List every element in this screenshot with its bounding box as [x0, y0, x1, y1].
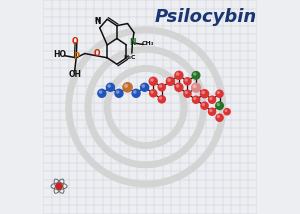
Circle shape — [209, 109, 212, 112]
Circle shape — [124, 84, 128, 88]
Circle shape — [193, 84, 196, 88]
Circle shape — [140, 83, 149, 92]
Circle shape — [158, 95, 166, 104]
Circle shape — [56, 183, 62, 189]
Circle shape — [174, 71, 184, 80]
Text: HO: HO — [53, 50, 66, 59]
Circle shape — [200, 101, 209, 110]
Circle shape — [183, 89, 192, 98]
Circle shape — [202, 103, 205, 106]
Text: OH: OH — [69, 70, 82, 79]
Text: Psilocybin: Psilocybin — [154, 8, 257, 26]
Circle shape — [217, 91, 220, 94]
Circle shape — [191, 71, 200, 80]
Circle shape — [192, 95, 200, 104]
Text: P: P — [74, 52, 80, 61]
Circle shape — [215, 113, 224, 122]
Circle shape — [184, 79, 188, 82]
Circle shape — [202, 91, 205, 94]
Circle shape — [159, 85, 162, 88]
Circle shape — [131, 89, 141, 98]
Circle shape — [142, 84, 145, 88]
Circle shape — [158, 83, 166, 92]
Circle shape — [217, 115, 220, 118]
Circle shape — [200, 89, 209, 98]
Circle shape — [223, 108, 231, 116]
Circle shape — [167, 78, 171, 82]
Circle shape — [148, 77, 158, 86]
Circle shape — [150, 91, 154, 94]
Circle shape — [183, 77, 192, 86]
Text: N: N — [130, 38, 136, 47]
Circle shape — [133, 90, 136, 94]
Circle shape — [209, 97, 212, 100]
Circle shape — [224, 109, 227, 112]
Circle shape — [174, 83, 184, 92]
Text: H₃C: H₃C — [124, 55, 136, 60]
Circle shape — [166, 77, 175, 86]
Circle shape — [208, 107, 216, 116]
Text: N: N — [94, 17, 101, 26]
Circle shape — [99, 90, 102, 94]
Circle shape — [215, 89, 224, 98]
Circle shape — [208, 95, 216, 104]
Circle shape — [149, 89, 158, 98]
Circle shape — [114, 89, 124, 98]
Circle shape — [122, 82, 133, 93]
Circle shape — [159, 97, 162, 100]
Circle shape — [150, 78, 154, 82]
Circle shape — [217, 103, 220, 106]
Circle shape — [191, 83, 201, 93]
Circle shape — [176, 84, 179, 88]
Circle shape — [107, 84, 111, 88]
Circle shape — [184, 91, 188, 94]
Circle shape — [97, 89, 106, 98]
Text: H: H — [95, 17, 100, 23]
Text: CH₃: CH₃ — [142, 41, 154, 46]
Circle shape — [193, 72, 196, 76]
Circle shape — [106, 83, 115, 92]
Text: O: O — [71, 37, 78, 46]
Circle shape — [116, 90, 119, 94]
Text: O: O — [94, 49, 100, 58]
Circle shape — [176, 72, 179, 76]
Circle shape — [215, 101, 224, 110]
Circle shape — [193, 97, 197, 100]
